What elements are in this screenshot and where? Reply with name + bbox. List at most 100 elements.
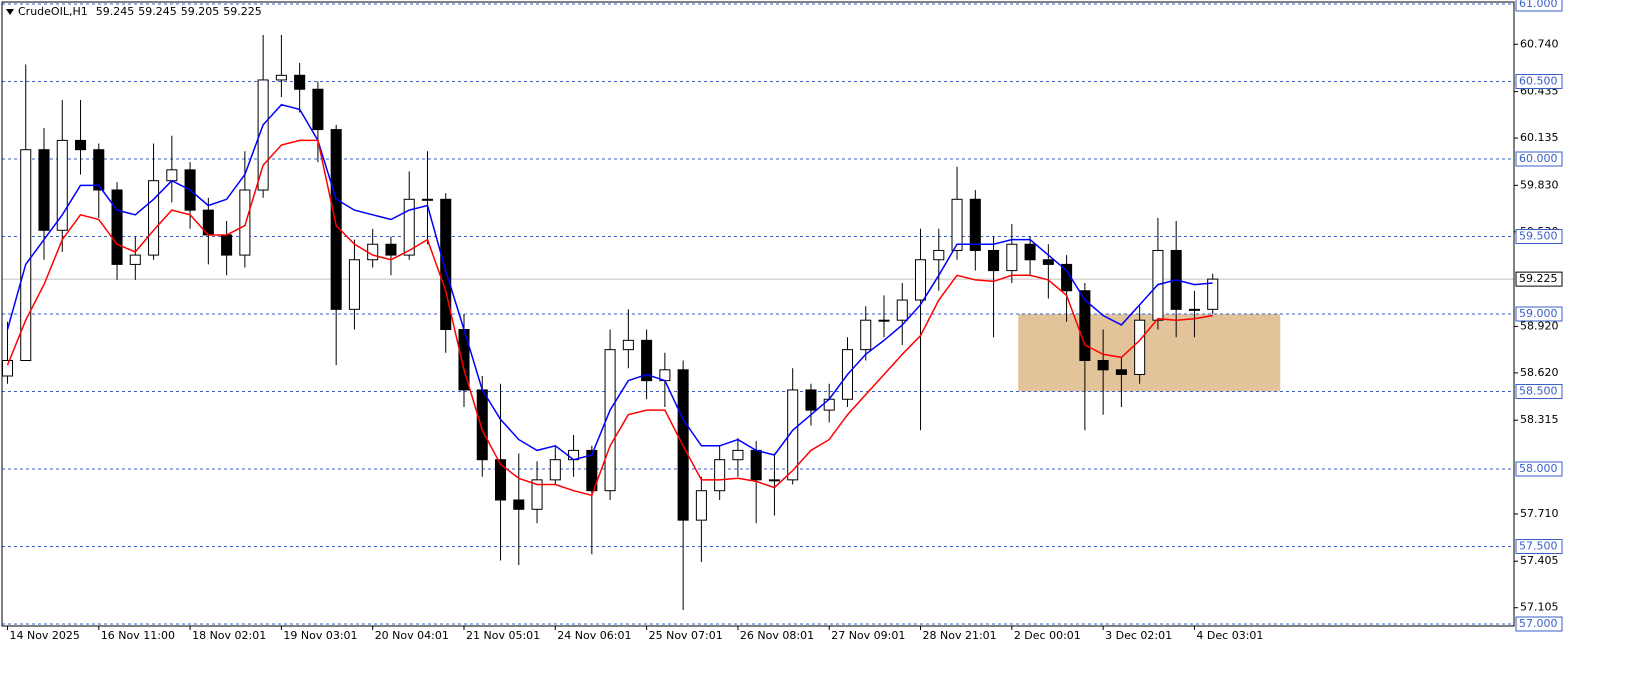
candle-body — [385, 243, 397, 256]
y-tick-label: 58.920 — [1520, 319, 1559, 332]
level-label-box — [1515, 384, 1563, 399]
level-label-box — [1515, 0, 1563, 12]
candle-body — [586, 449, 598, 492]
candle-body — [750, 449, 762, 481]
candle-body — [1006, 243, 1018, 272]
x-tick-label: 16 Nov 11:00 — [101, 629, 175, 642]
candle-body — [933, 249, 945, 261]
y-tick-label: 60.135 — [1520, 131, 1559, 144]
candle-body — [714, 459, 726, 492]
x-tick-label: 24 Nov 06:01 — [557, 629, 631, 642]
level-label: 61.000 — [1519, 0, 1558, 10]
candle-body — [421, 198, 433, 201]
candle-body — [1134, 319, 1146, 375]
candle-body — [312, 88, 324, 131]
level-label: 59.000 — [1519, 307, 1558, 320]
ohlc-open: 59.245 — [96, 5, 135, 18]
level-label-box — [1515, 229, 1563, 244]
candle-body — [604, 349, 616, 492]
candle-body — [513, 499, 525, 510]
candle-body — [257, 79, 269, 191]
candle-body — [476, 389, 488, 461]
candle-body — [148, 180, 160, 256]
candle-body — [1, 360, 13, 377]
x-tick-label: 28 Nov 21:01 — [923, 629, 997, 642]
moving-average — [6, 139, 1213, 497]
candle-body — [166, 169, 178, 182]
level-label-box — [1515, 151, 1563, 167]
candle-body — [93, 149, 105, 191]
candle-body — [896, 299, 908, 321]
candle-body — [239, 189, 251, 256]
x-tick-label: 3 Dec 02:01 — [1105, 629, 1172, 642]
y-tick-label: 60.740 — [1520, 37, 1559, 50]
candle-body — [495, 459, 507, 501]
ohlc-low: 59.205 — [181, 5, 220, 18]
candle-body — [1024, 243, 1036, 261]
candle-body — [622, 339, 634, 351]
candle-body — [988, 249, 1000, 272]
ohlc-high: 59.245 — [138, 5, 177, 18]
zone — [1018, 314, 1281, 392]
current-price-label: 59.225 — [1519, 272, 1558, 285]
x-tick-label: 18 Nov 02:01 — [192, 629, 266, 642]
level-label: 57.500 — [1519, 540, 1558, 553]
y-tick-label: 57.405 — [1520, 554, 1559, 567]
candle-body — [330, 129, 342, 310]
moving-average — [6, 103, 1213, 461]
level-label: 58.000 — [1519, 462, 1558, 475]
candle-body — [129, 254, 141, 265]
candle-body — [1115, 369, 1127, 375]
candle-body — [878, 319, 890, 322]
candle-body — [403, 198, 415, 256]
x-tick-label: 25 Nov 07:01 — [649, 629, 723, 642]
x-tick-label: 4 Dec 03:01 — [1196, 629, 1263, 642]
plot-area — [1, 3, 1514, 625]
candle-body — [1188, 308, 1200, 311]
x-tick-label: 20 Nov 04:01 — [375, 629, 449, 642]
header: CrudeOIL,H1 59.245 59.245 59.205 59.225 — [18, 5, 262, 18]
candle-body — [787, 389, 799, 481]
x-tick-label: 26 Nov 08:01 — [740, 629, 814, 642]
candle-body — [20, 149, 32, 361]
candle-body — [440, 198, 452, 330]
candle-body — [348, 259, 360, 310]
x-tick-label: 21 Nov 05:01 — [466, 629, 540, 642]
candle-body — [275, 74, 287, 81]
candle-body — [1079, 290, 1091, 361]
candle-body — [367, 243, 379, 261]
candle-body — [969, 198, 981, 251]
candle-body — [823, 398, 835, 411]
candle-body — [531, 479, 543, 510]
level-label-box — [1515, 539, 1563, 554]
candle-body — [294, 74, 306, 90]
candle-body — [805, 389, 817, 411]
symbol: CrudeOIL,H1 — [18, 5, 88, 18]
candle-body — [1042, 259, 1054, 265]
x-tick-label: 19 Nov 03:01 — [283, 629, 357, 642]
level-label-box — [1515, 74, 1563, 89]
candle-body — [641, 339, 653, 382]
candle-body — [915, 259, 927, 301]
y-tick-label: 57.105 — [1520, 601, 1559, 614]
current-price-box — [1515, 271, 1563, 287]
candle-body — [111, 189, 123, 265]
candle-body — [221, 234, 233, 256]
level-label-box — [1515, 461, 1563, 477]
candle-body — [1207, 278, 1219, 310]
x-tick-label: 27 Nov 09:01 — [831, 629, 905, 642]
level-label: 58.500 — [1519, 385, 1558, 398]
y-tick-label: 58.315 — [1520, 413, 1559, 426]
candle-body — [56, 139, 68, 231]
level-label: 59.500 — [1519, 230, 1558, 243]
candle-body — [860, 319, 872, 351]
level-label: 60.000 — [1519, 152, 1558, 165]
candle-body — [951, 198, 963, 251]
candle-body — [768, 479, 780, 482]
header-arrow — [6, 9, 14, 15]
level-label-box — [1515, 616, 1563, 632]
level-label: 60.500 — [1519, 75, 1558, 88]
y-tick-label: 59.830 — [1520, 178, 1559, 191]
